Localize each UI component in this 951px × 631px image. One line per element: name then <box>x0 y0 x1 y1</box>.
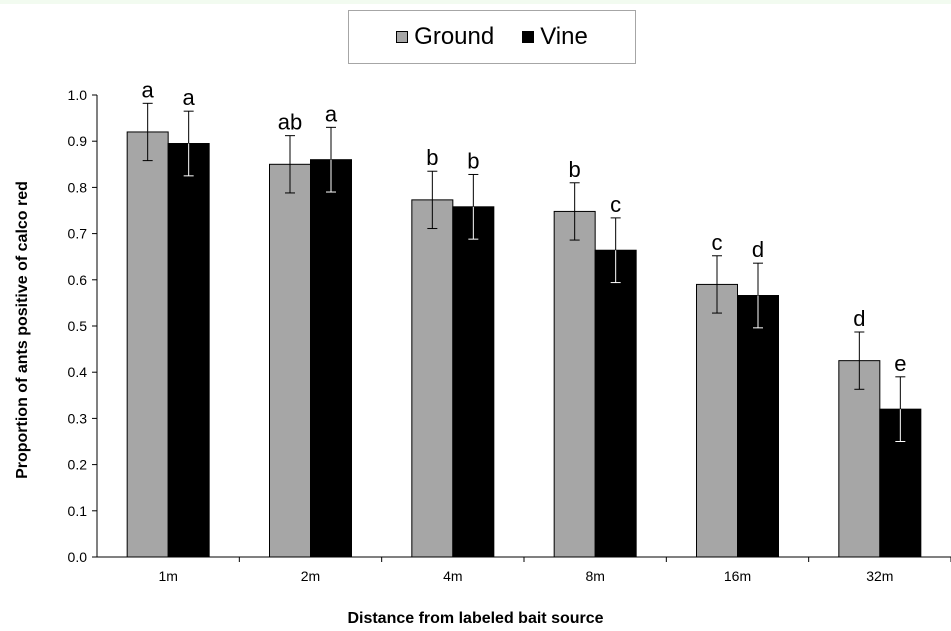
bar-ground <box>553 210 596 558</box>
bar-vine <box>594 249 637 558</box>
y-tick-label: 0.0 <box>68 549 88 565</box>
x-tick-label: 8m <box>585 568 604 584</box>
legend-entry-vine: Vine <box>522 23 588 51</box>
significance-letter: c <box>610 192 621 217</box>
x-tick-label: 16m <box>724 568 751 584</box>
significance-letter: b <box>467 148 479 173</box>
bar-vine <box>167 143 210 558</box>
bar-ground <box>838 360 881 558</box>
legend-label-ground: Ground <box>414 23 495 50</box>
y-tick-label: 0.2 <box>68 457 88 473</box>
bar-ground <box>411 199 454 558</box>
y-tick-label: 0.4 <box>68 364 88 380</box>
bar-ground <box>269 163 311 558</box>
y-axis-title: Proportion of ants positive of calco red <box>14 181 31 479</box>
bar-vine <box>452 206 495 558</box>
x-tick-label: 4m <box>443 568 462 584</box>
bar-ground <box>126 131 169 558</box>
legend-swatch-vine <box>522 31 535 43</box>
significance-letter: ab <box>278 110 302 135</box>
y-tick-label: 0.8 <box>68 179 88 195</box>
significance-letter: b <box>426 145 438 170</box>
significance-letter: b <box>569 157 581 182</box>
y-tick-label: 0.5 <box>68 318 88 334</box>
significance-letter: d <box>853 306 865 331</box>
legend: Ground Vine <box>348 10 636 64</box>
bar-ground <box>696 283 738 558</box>
legend-entry-ground: Ground <box>396 23 494 51</box>
bar-vine <box>310 159 352 558</box>
significance-letter: a <box>142 77 155 102</box>
y-tick-label: 0.3 <box>68 410 88 426</box>
legend-label-vine: Vine <box>540 23 588 50</box>
x-tick-label: 2m <box>301 568 320 584</box>
y-tick-label: 0.7 <box>68 226 88 242</box>
x-tick-label: 1m <box>158 568 177 584</box>
bar-vine <box>737 295 779 558</box>
legend-swatch-ground <box>396 31 409 43</box>
x-tick-label: 32m <box>866 568 893 584</box>
y-tick-label: 0.1 <box>68 503 88 519</box>
x-axis-title: Distance from labeled bait source <box>347 610 604 627</box>
significance-letter: a <box>325 101 338 126</box>
y-tick-label: 1.0 <box>68 87 88 103</box>
y-tick-label: 0.9 <box>68 133 88 149</box>
significance-letter: e <box>894 351 906 376</box>
top-band <box>0 0 951 4</box>
y-tick-label: 0.6 <box>68 272 88 288</box>
significance-letter: d <box>752 237 764 262</box>
significance-letter: a <box>183 85 196 110</box>
significance-letter: c <box>712 230 723 255</box>
